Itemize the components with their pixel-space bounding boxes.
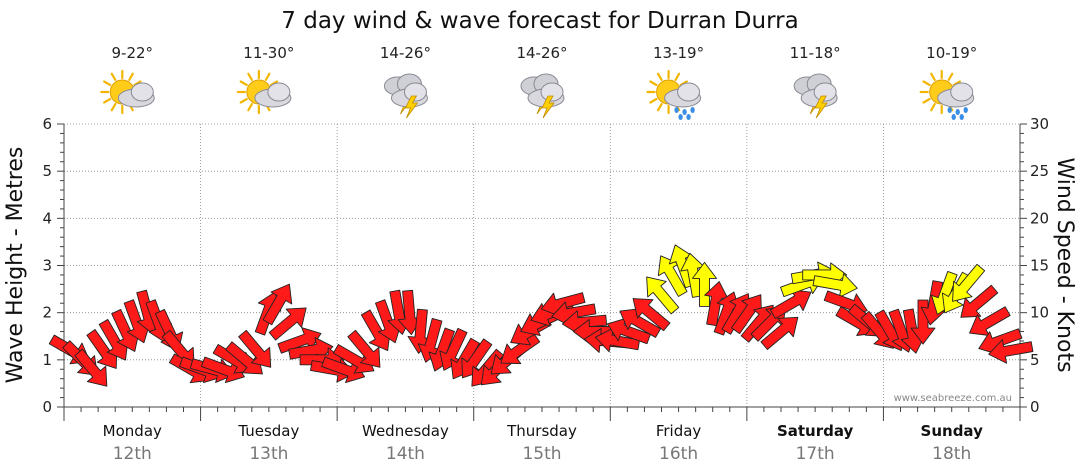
storm-icon [383,73,428,119]
wind-arrow [619,308,662,338]
day-name: Thursday [506,422,577,440]
partly-cloudy-icon [236,69,292,115]
wind-arrow [238,329,272,368]
weather-row: 9-22° 11-30° 14-26° 14-26° 13-19° 11-18° 10-19… [100,44,977,120]
temperature-range: 10-19° [926,44,977,62]
right-tick-label: 30 [1030,115,1049,133]
temperature-range: 14-26° [516,44,567,62]
left-tick-label: 3 [42,257,52,275]
wind-arrow [606,317,651,345]
temperature-range: 11-30° [243,44,294,62]
credit-text: www.seabreeze.com.au [894,393,1012,404]
wind-arrow [632,298,671,332]
wind-arrow [439,327,468,371]
right-tick-label: 5 [1030,351,1040,369]
wind-arrow [692,261,717,307]
day-date: 14th [386,444,425,464]
day-name: Wednesday [362,422,449,440]
day-name: Saturday [777,422,854,440]
sun-showers-icon [919,69,975,120]
right-tick-label: 20 [1030,209,1049,227]
partly-cloudy-icon [100,69,155,115]
temperature-range: 11-18° [790,44,841,62]
wind-arrow [262,283,293,326]
wind-arrow [988,339,1034,364]
chart-title: 7 day wind & wave forecast for Durran Du… [281,8,798,34]
right-tick-label: 0 [1030,398,1040,416]
day-name: Friday [656,422,702,440]
day-name: Sunday [921,422,984,440]
right-axis-label: Wind Speed - Knots [1052,157,1077,372]
left-tick-label: 6 [42,115,52,133]
storm-icon [520,73,565,119]
wind-arrow [268,307,307,341]
day-date: 18th [932,444,971,464]
day-date: 12th [113,444,152,464]
left-axis-label: Wave Height - Metres [3,147,28,384]
wind-arrow [731,294,762,335]
wind-arrows [48,244,1034,387]
day-date: 15th [522,444,561,464]
right-tick-label: 25 [1030,162,1049,180]
temperature-range: 14-26° [380,44,431,62]
day-name: Tuesday [237,422,299,440]
left-tick-label: 2 [42,304,52,322]
left-tick-label: 5 [42,162,52,180]
wind-arrow [910,299,936,345]
wind-arrow [969,306,1011,336]
wind-arrow [769,289,812,319]
left-axis-ticks: 0 1 2 3 4 5 6 [42,115,52,416]
left-tick-label: 4 [42,209,52,227]
day-name: Monday [103,422,162,440]
wind-arrow [417,318,443,363]
day-date: 16th [659,444,698,464]
wind-arrow [347,329,381,368]
day-date: 17th [796,444,835,464]
wind-arrow [461,338,493,379]
wind-arrow [760,316,799,350]
wind-arrow [646,276,680,315]
left-tick-label: 1 [42,351,52,369]
temperature-range: 13-19° [653,44,704,62]
right-tick-label: 15 [1030,257,1049,275]
wind-arrow [657,255,688,297]
sun-showers-icon [646,69,702,120]
temperature-range: 9-22° [112,44,154,62]
wind-arrow [952,263,986,302]
day-labels: Monday 12th Tuesday 13th Wednesday 14th Thursd… [103,422,983,464]
wind-arrow [332,344,375,374]
storm-icon [793,73,838,119]
left-tick-label: 0 [42,398,52,416]
day-date: 13th [249,444,288,464]
wind-arrow [225,341,263,375]
wind-arrow [812,273,858,298]
wind-arrow [704,281,729,327]
wind-arrow [74,348,108,387]
right-axis-ticks: 0 5 10 15 20 25 30 [1030,115,1049,416]
wind-arrow [960,284,999,318]
right-tick-label: 10 [1030,304,1049,322]
